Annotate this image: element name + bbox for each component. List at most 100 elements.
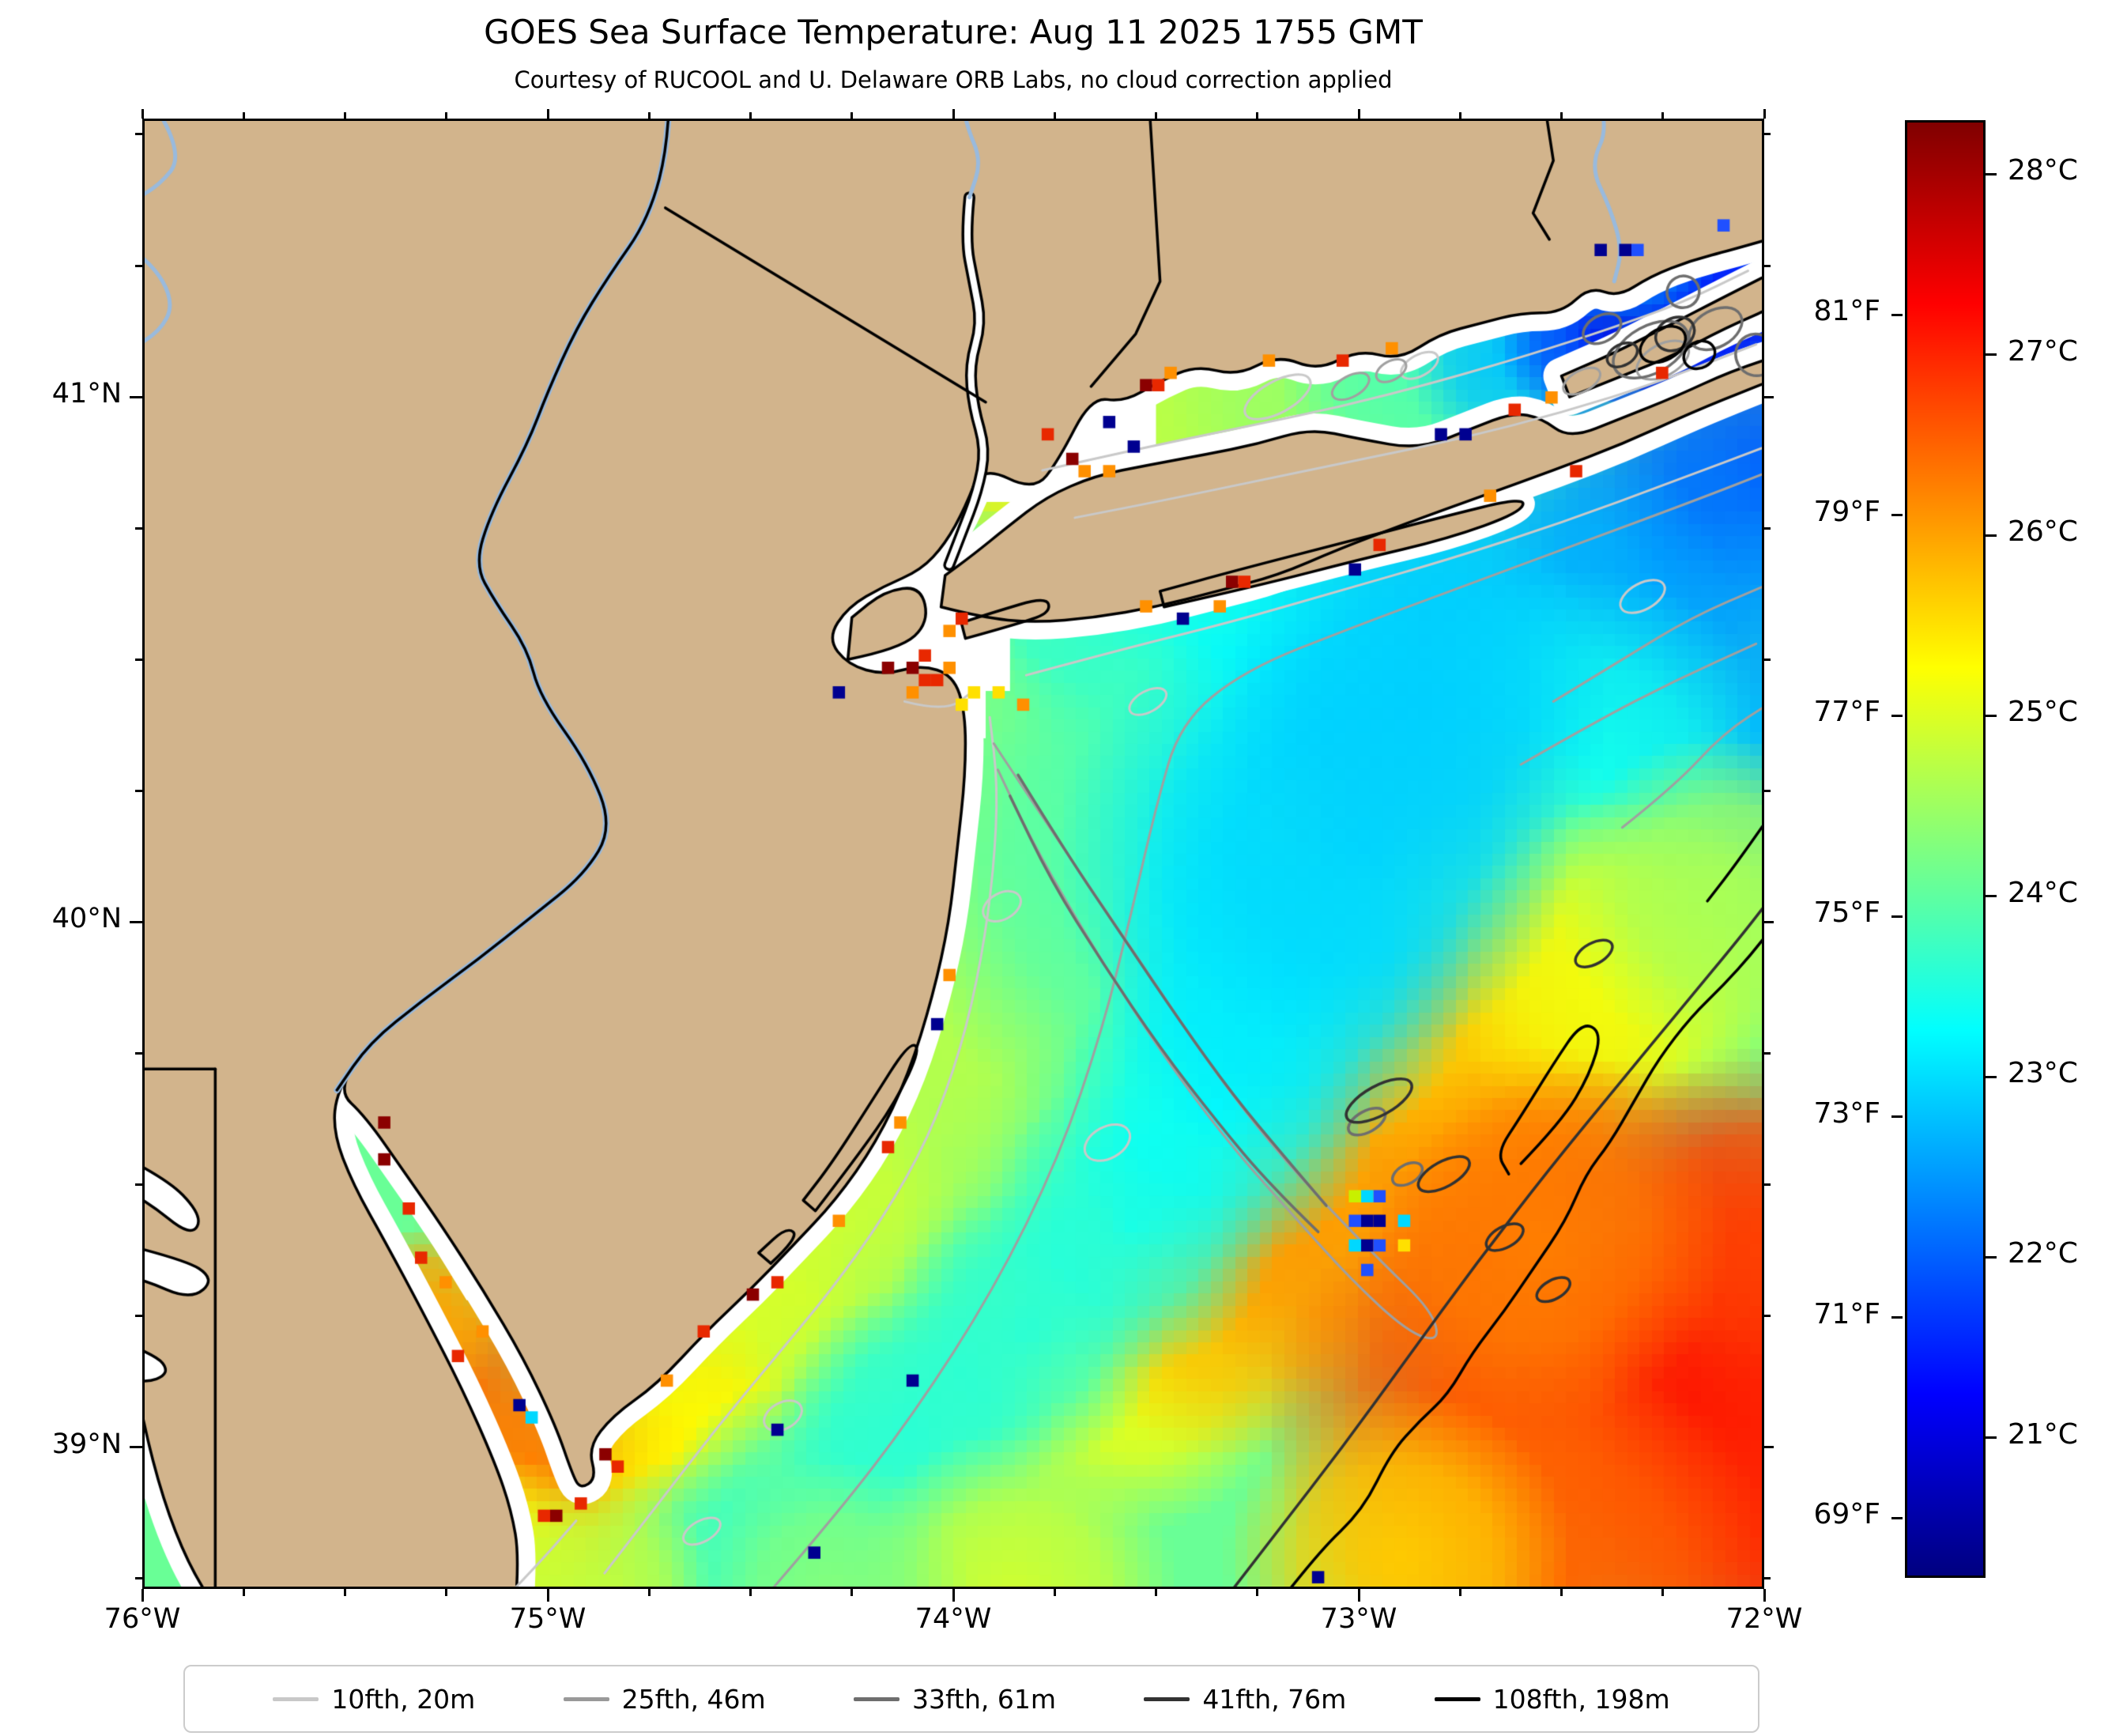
- colorbar-celsius-tick: [1986, 895, 1997, 898]
- figure-subtitle: Courtesy of RUCOOL and U. Delaware ORB L…: [514, 66, 1393, 93]
- y-major-tick: [130, 1446, 142, 1449]
- legend-item-label: 25fth, 46m: [621, 1683, 766, 1715]
- legend-item-label: 108fth, 198m: [1492, 1683, 1670, 1715]
- x-minor-tick-top: [850, 112, 854, 119]
- figure-title: GOES Sea Surface Temperature: Aug 11 202…: [484, 13, 1423, 51]
- x-minor-tick-top: [647, 112, 651, 119]
- x-minor-tick: [1053, 1589, 1056, 1596]
- colorbar-fahrenheit-tick: [1891, 1115, 1903, 1119]
- colorbar-celsius-label: 26°C: [2008, 515, 2078, 549]
- colorbar-celsius-tick: [1986, 714, 1997, 717]
- x-tick-label: 75°W: [509, 1603, 586, 1635]
- colorbar-celsius-label: 23°C: [2008, 1057, 2078, 1090]
- x-minor-tick: [344, 1589, 346, 1596]
- legend-line-swatch: [273, 1696, 319, 1701]
- x-major-tick: [952, 1589, 955, 1602]
- y-tick-label: 39°N: [51, 1428, 122, 1460]
- y-minor-tick-right: [1764, 526, 1771, 530]
- colorbar-fahrenheit-tick: [1891, 714, 1903, 717]
- x-top-tick: [141, 109, 144, 119]
- x-minor-tick-top: [1458, 112, 1461, 119]
- y-minor-tick-right: [1764, 658, 1771, 661]
- x-tick-label: 76°W: [104, 1603, 181, 1635]
- x-tick-label: 74°W: [915, 1603, 992, 1635]
- y-minor-tick-right: [1764, 1183, 1771, 1186]
- y-minor-tick: [135, 658, 142, 661]
- map-plot-area: [142, 119, 1764, 1589]
- x-major-tick: [546, 1589, 549, 1602]
- y-minor-tick-right: [1764, 789, 1771, 792]
- legend-item-label: 33fth, 61m: [911, 1683, 1056, 1715]
- y-tick-label: 41°N: [51, 378, 122, 410]
- y-minor-tick-right: [1764, 264, 1771, 267]
- colorbar-fahrenheit-tick: [1891, 915, 1903, 918]
- legend-item: 33fth, 61m: [853, 1683, 1056, 1715]
- x-major-tick: [1763, 1589, 1766, 1602]
- colorbar-celsius-label: 27°C: [2008, 334, 2078, 368]
- legend-item: 25fth, 46m: [563, 1683, 766, 1715]
- colorbar-celsius-tick: [1986, 172, 1997, 175]
- y-major-tick: [130, 920, 142, 923]
- y-right-tick: [1764, 920, 1774, 923]
- y-right-tick: [1764, 1446, 1774, 1449]
- colorbar-celsius-tick: [1986, 1436, 1997, 1440]
- x-minor-tick: [749, 1589, 752, 1596]
- colorbar-celsius-tick: [1986, 534, 1997, 537]
- x-minor-tick-top: [1560, 112, 1563, 119]
- x-tick-label: 73°W: [1320, 1603, 1397, 1635]
- colorbar-fahrenheit-label: 79°F: [1813, 495, 1880, 528]
- colorbar-celsius-tick: [1986, 353, 1997, 357]
- colorbar-fahrenheit-tick: [1891, 1516, 1903, 1519]
- x-minor-tick: [445, 1589, 448, 1596]
- legend-item: 10fth, 20m: [273, 1684, 475, 1715]
- bathymetry-legend: 10fth, 20m 25fth, 46m 33fth, 61m 41fth, 76m…: [183, 1665, 1759, 1733]
- y-minor-tick: [135, 1183, 142, 1186]
- y-minor-tick: [135, 1051, 142, 1055]
- x-top-tick: [546, 109, 549, 119]
- x-minor-tick: [242, 1589, 245, 1596]
- x-minor-tick: [1661, 1589, 1665, 1596]
- legend-item: 41fth, 76m: [1144, 1684, 1346, 1715]
- x-minor-tick-top: [344, 112, 346, 119]
- x-minor-tick-top: [1155, 112, 1157, 119]
- colorbar-celsius-tick: [1986, 1255, 1997, 1259]
- x-major-tick: [141, 1589, 144, 1602]
- y-minor-tick: [135, 133, 142, 136]
- legend-line-swatch: [1144, 1696, 1190, 1701]
- colorbar-fahrenheit-tick: [1891, 1316, 1903, 1319]
- colorbar-fahrenheit-label: 81°F: [1813, 295, 1880, 328]
- x-top-tick: [1763, 109, 1766, 119]
- x-minor-tick: [850, 1589, 854, 1596]
- y-minor-tick-right: [1764, 1577, 1771, 1580]
- y-minor-tick: [135, 526, 142, 530]
- colorbar-fahrenheit-label: 77°F: [1813, 696, 1880, 729]
- x-minor-tick-top: [1053, 112, 1056, 119]
- x-top-tick: [1357, 109, 1360, 119]
- temperature-colorbar: [1905, 120, 1986, 1578]
- x-minor-tick-top: [749, 112, 752, 119]
- y-minor-tick-right: [1764, 133, 1771, 136]
- y-minor-tick: [135, 789, 142, 792]
- x-minor-tick-top: [242, 112, 245, 119]
- y-tick-label: 40°N: [51, 903, 122, 935]
- x-minor-tick-top: [1661, 112, 1665, 119]
- colorbar-celsius-label: 21°C: [2008, 1417, 2078, 1451]
- x-minor-tick: [1458, 1589, 1461, 1596]
- colorbar-fahrenheit-label: 75°F: [1813, 896, 1880, 930]
- x-top-tick: [952, 109, 955, 119]
- legend-item-label: 41fth, 76m: [1202, 1683, 1347, 1715]
- colorbar-fahrenheit-label: 71°F: [1813, 1297, 1880, 1330]
- colorbar-celsius-label: 22°C: [2008, 1237, 2078, 1270]
- colorbar-celsius-tick: [1986, 1075, 1997, 1078]
- x-tick-label: 72°W: [1725, 1603, 1803, 1635]
- legend-item: 108fth, 198m: [1434, 1683, 1670, 1715]
- y-minor-tick: [135, 1577, 142, 1580]
- legend-line-swatch: [853, 1696, 899, 1701]
- x-minor-tick: [1256, 1589, 1259, 1596]
- y-minor-tick-right: [1764, 1315, 1771, 1318]
- x-minor-tick: [647, 1589, 651, 1596]
- y-major-tick: [130, 395, 142, 398]
- colorbar-celsius-label: 25°C: [2008, 696, 2078, 729]
- y-minor-tick-right: [1764, 1051, 1771, 1055]
